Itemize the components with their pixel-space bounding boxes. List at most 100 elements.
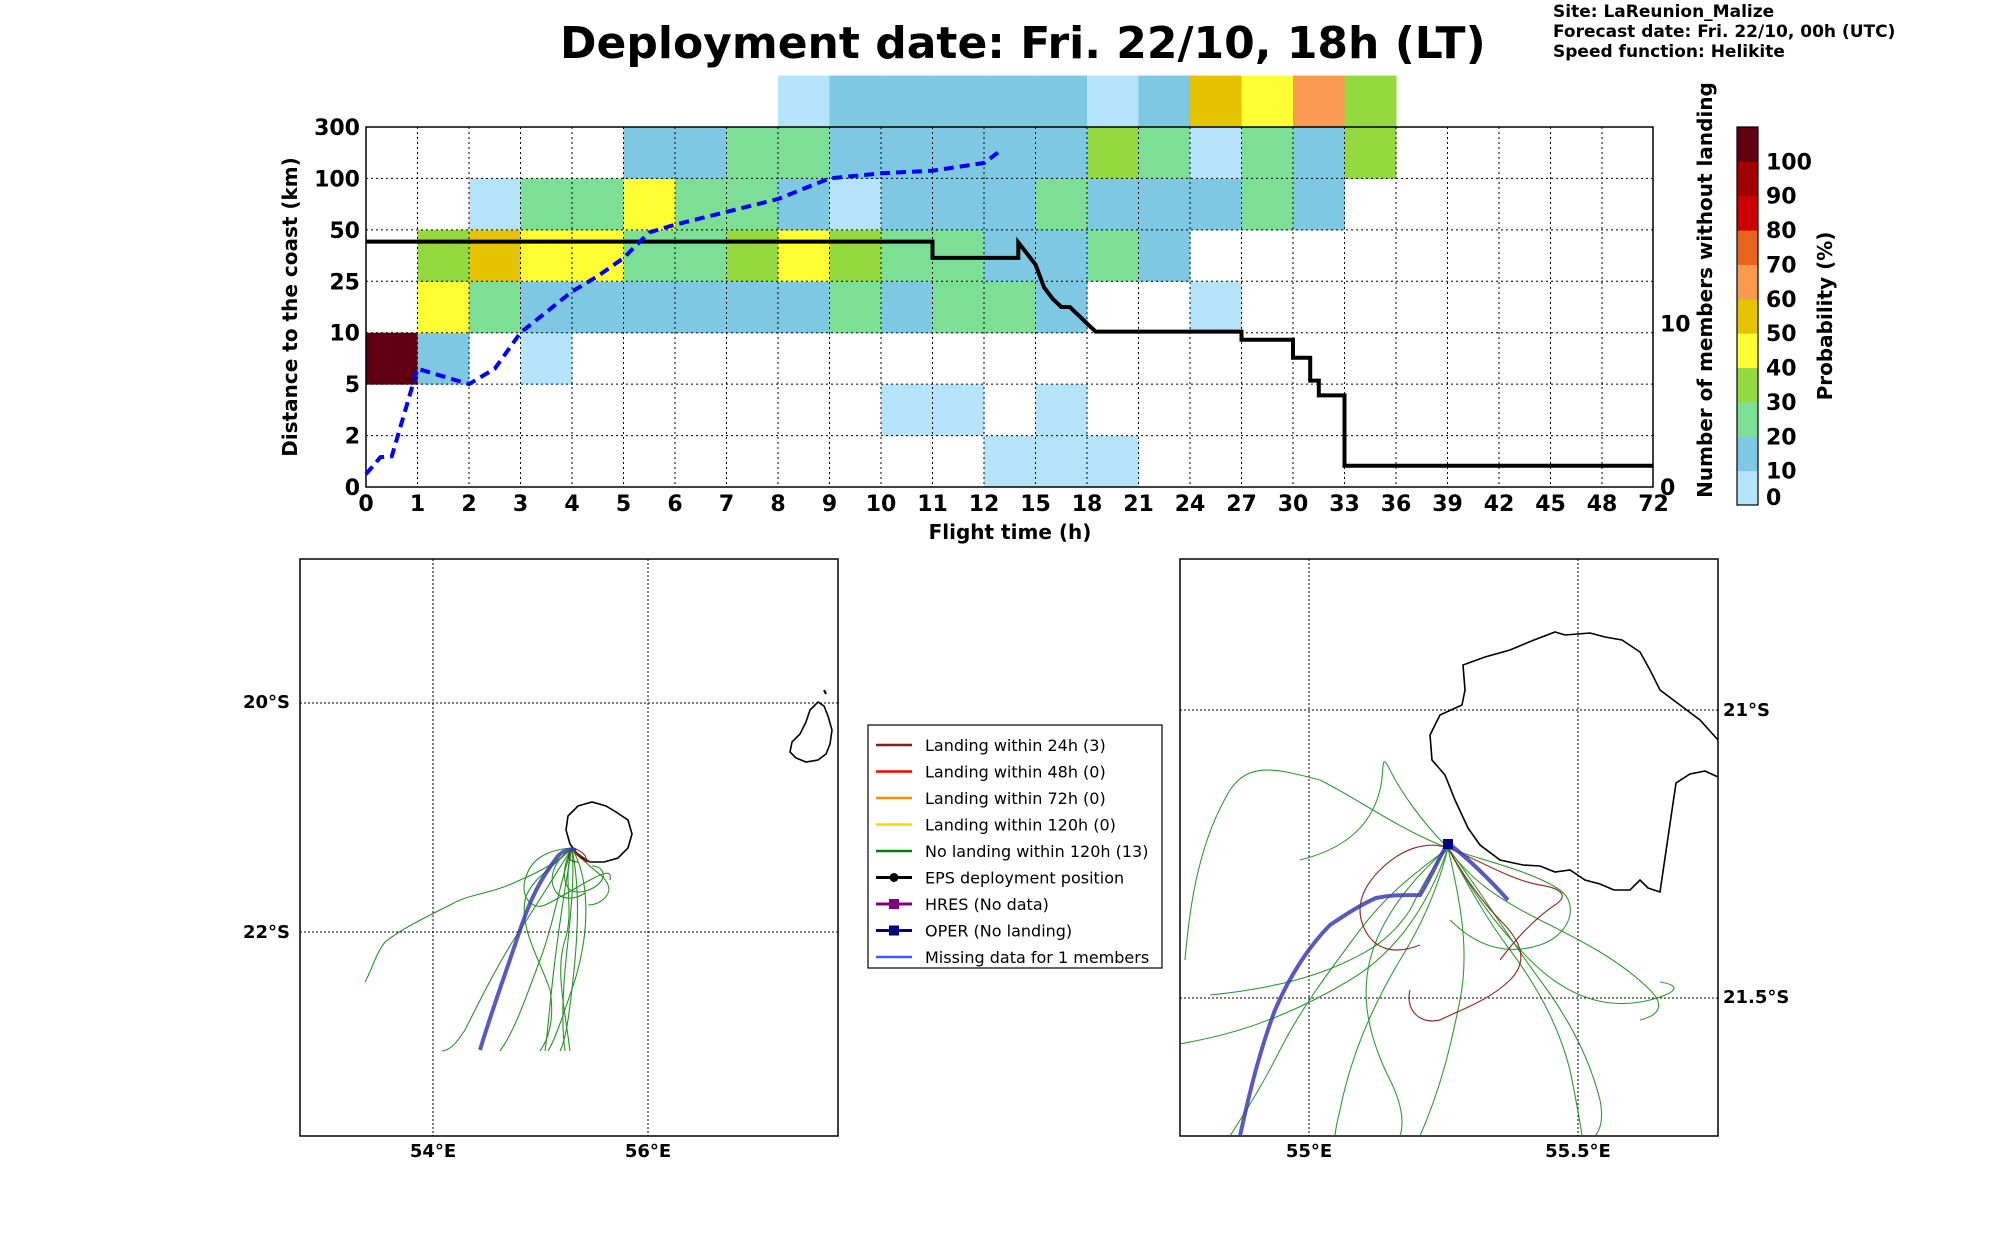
x-tick-label: 48 bbox=[1587, 492, 1618, 517]
colorbar-segment bbox=[1737, 195, 1758, 231]
colorbar-segment bbox=[1737, 333, 1758, 369]
map-right-lon-label: 55.5°E bbox=[1545, 1141, 1611, 1162]
heatmap-cell bbox=[1035, 229, 1088, 282]
heatmap-cell bbox=[623, 127, 676, 179]
trajectory-legend: Landing within 24h (3) Landing within 48h… bbox=[867, 724, 1163, 969]
x-tick-label: 8 bbox=[770, 492, 785, 517]
heatmap-cell bbox=[1138, 229, 1191, 282]
colorbar-tick-label: 20 bbox=[1766, 425, 1797, 450]
heatmap-cell bbox=[932, 127, 985, 179]
x-tick-label: 30 bbox=[1278, 492, 1309, 517]
legend-label: Landing within 120h (0) bbox=[925, 816, 1116, 835]
heatmap-cell bbox=[726, 281, 779, 334]
colorbar-tick-label: 10 bbox=[1766, 460, 1797, 485]
x-tick-label: 72 bbox=[1638, 492, 1669, 517]
heatmap-cell bbox=[829, 229, 882, 282]
heatmap-cell bbox=[881, 229, 933, 282]
heatmap-cell bbox=[726, 229, 779, 282]
colorbar-tick-label: 90 bbox=[1766, 185, 1797, 210]
trajectories-no-landing bbox=[364, 847, 611, 1052]
reunion-coastline-zoom bbox=[1429, 631, 1719, 894]
y-axis-label: Distance to the coast (km) bbox=[278, 157, 302, 457]
legend-label: Missing data for 1 members bbox=[925, 948, 1149, 967]
legend-label: No landing within 120h (13) bbox=[925, 842, 1148, 861]
heatmap-cell bbox=[984, 178, 1036, 231]
heatmap-cell bbox=[778, 75, 830, 128]
heatmap-cell bbox=[1035, 75, 1088, 128]
heatmap-cell bbox=[932, 281, 985, 334]
x-tick-label: 10 bbox=[866, 492, 897, 517]
heatmap-cell bbox=[469, 281, 521, 334]
map-left-lon-label: 54°E bbox=[410, 1141, 456, 1162]
colorbar-segment bbox=[1737, 436, 1758, 472]
x-tick-label: 9 bbox=[822, 492, 837, 517]
colorbar-segment bbox=[1737, 401, 1758, 437]
legend-marker bbox=[889, 899, 899, 909]
y-tick-label: 2 bbox=[345, 425, 360, 450]
heatmap-cell bbox=[1035, 384, 1088, 437]
colorbar-tick-label: 100 bbox=[1766, 150, 1812, 175]
map-right: 21°S 21.5°S 55°E 55.5°E bbox=[1179, 558, 1789, 1162]
colorbar-tick-label: 40 bbox=[1766, 357, 1797, 382]
legend-marker bbox=[889, 925, 899, 936]
map-left-lat-label: 20°S bbox=[243, 692, 290, 713]
heatmap-cell bbox=[675, 281, 727, 334]
x-tick-label: 36 bbox=[1381, 492, 1412, 517]
median-distance-line bbox=[364, 148, 1003, 476]
colorbar-segment bbox=[1737, 127, 1758, 162]
x-tick-label: 39 bbox=[1432, 492, 1463, 517]
y-tick-label: 10 bbox=[329, 322, 360, 347]
legend-label: OPER (No landing) bbox=[925, 922, 1072, 941]
x-tick-label: 0 bbox=[358, 492, 373, 517]
x-tick-label: 21 bbox=[1123, 492, 1154, 517]
colorbar-segment bbox=[1737, 264, 1758, 300]
map-left-lon-label: 56°E bbox=[625, 1141, 671, 1162]
heatmap-cell bbox=[829, 281, 882, 334]
heatmap-cell bbox=[984, 435, 1036, 488]
heatmap-cell bbox=[881, 127, 933, 179]
heatmap-cell bbox=[1241, 75, 1294, 128]
heatmap-cell bbox=[572, 178, 624, 231]
heatmap-cell bbox=[778, 281, 830, 334]
heatmap-cell bbox=[1035, 127, 1088, 179]
trajectories-landing-24h-zoom bbox=[1359, 844, 1563, 1022]
heatmap-cell bbox=[1241, 178, 1294, 231]
colorbar-segment bbox=[1737, 367, 1758, 403]
map-left-frame bbox=[299, 558, 839, 1137]
colorbar-segment bbox=[1737, 298, 1758, 334]
heatmap-cell bbox=[1035, 435, 1088, 488]
colorbar-label: Probability (%) bbox=[1813, 232, 1837, 401]
heatmap-cell bbox=[1241, 127, 1294, 179]
legend-frame bbox=[867, 724, 1163, 969]
heatmap-cell bbox=[675, 127, 727, 179]
trajectories-no-landing-zoom bbox=[1179, 761, 1675, 1137]
heatmap-cell bbox=[984, 281, 1036, 334]
y-tick-label: 5 bbox=[345, 373, 360, 398]
heatmap-cell bbox=[1087, 75, 1139, 128]
x-tick-label: 33 bbox=[1329, 492, 1360, 517]
x-tick-label: 2 bbox=[461, 492, 476, 517]
colorbar-segment bbox=[1737, 161, 1758, 197]
heatmap-cell bbox=[726, 127, 779, 179]
heatmap-frame bbox=[365, 126, 1654, 488]
x-tick-label: 24 bbox=[1175, 492, 1206, 517]
y2-axis-label: Number of members without landing bbox=[1693, 82, 1717, 498]
heatmap-cell bbox=[1190, 127, 1242, 179]
heatmap-cell bbox=[1190, 75, 1242, 128]
colorbar-tick-label: 80 bbox=[1766, 219, 1797, 244]
y-tick-label: 25 bbox=[329, 270, 360, 295]
heatmap-cell bbox=[881, 384, 933, 437]
heatmap-cell bbox=[520, 229, 573, 282]
heatmap-cell bbox=[829, 178, 882, 231]
heatmap-cell bbox=[417, 281, 470, 334]
heatmap-cell bbox=[623, 229, 676, 282]
heatmap-cell bbox=[1190, 281, 1242, 334]
heatmap-cell bbox=[1087, 435, 1139, 488]
heatmap-cell bbox=[469, 229, 521, 282]
x-tick-label: 27 bbox=[1226, 492, 1257, 517]
heatmap-cell bbox=[1138, 127, 1191, 179]
map-left: 20°S 22°S 54°E 56°E bbox=[243, 558, 839, 1162]
legend-label: Landing within 72h (0) bbox=[925, 789, 1106, 808]
heatmap-cell bbox=[932, 229, 985, 282]
colorbar-tick-label: 70 bbox=[1766, 253, 1797, 278]
